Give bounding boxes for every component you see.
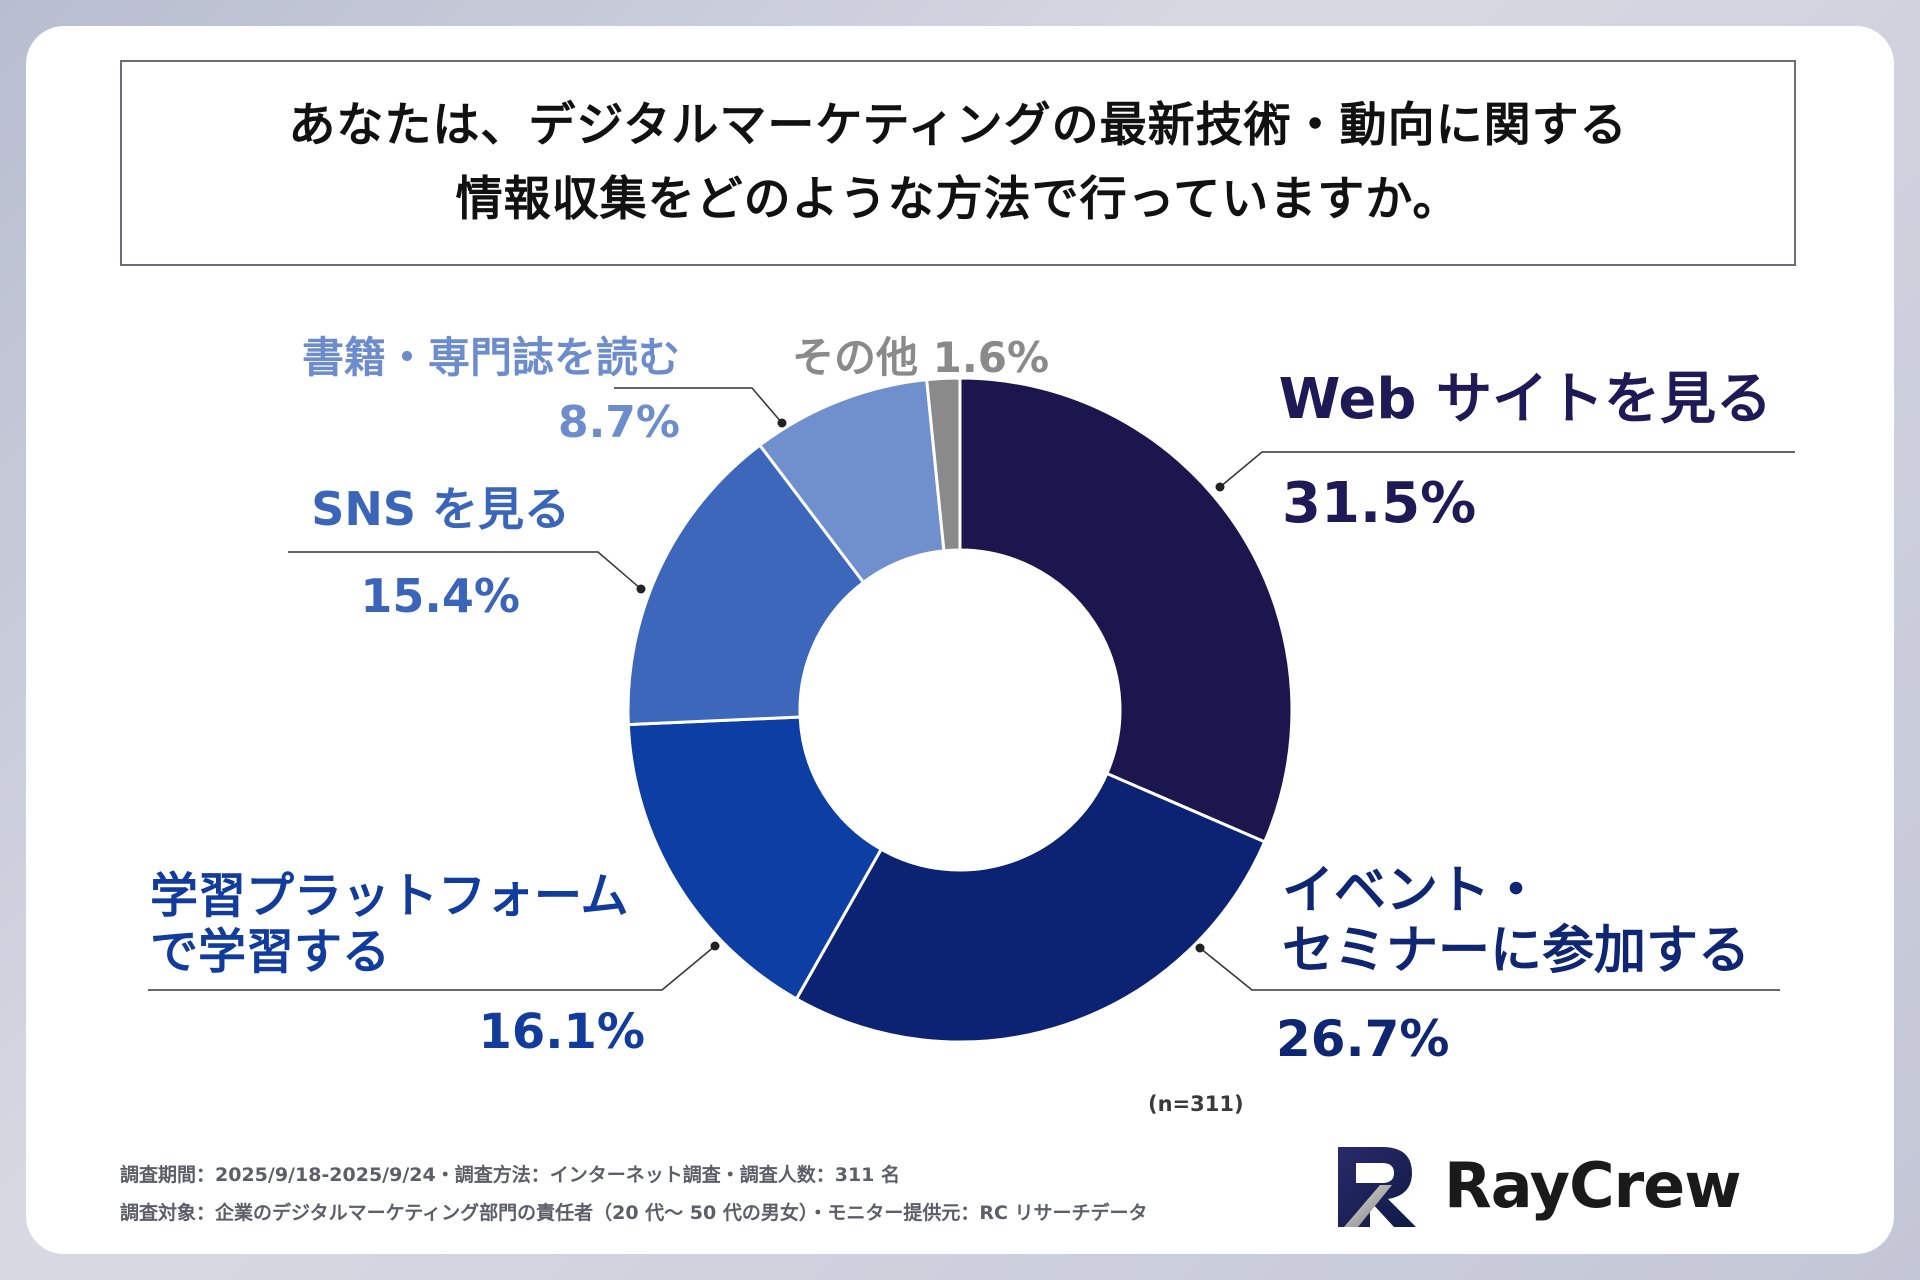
leader-dot-web bbox=[1215, 482, 1225, 492]
slice-2 bbox=[626, 715, 884, 1001]
label-web-value: 31.5% bbox=[1282, 471, 1476, 536]
leader-sns bbox=[288, 551, 642, 590]
label-book-name: 書籍・専門誌を読む bbox=[302, 333, 680, 382]
label-sns-value: 15.4% bbox=[360, 569, 520, 623]
title-box: あなたは、デジタルマーケティングの最新技術・動向に関する 情報収集をどのような方… bbox=[120, 60, 1796, 266]
label-other: その他 1.6% bbox=[792, 333, 1049, 382]
leader-learn bbox=[148, 945, 716, 991]
label-book-value: 8.7% bbox=[558, 397, 680, 448]
footnote-period: 調査期間：2025/9/18-2025/9/24・調査方法：インターネット調査・… bbox=[120, 1164, 901, 1186]
raycrew-logo-text: RayCrew bbox=[1444, 1148, 1741, 1222]
label-event-name-1: イベント・ bbox=[1282, 861, 1542, 921]
donut-slices bbox=[626, 376, 1294, 1044]
label-sns-name: SNS を見る bbox=[311, 482, 570, 536]
label-event-name-2: セミナーに参加する bbox=[1282, 921, 1750, 981]
slice-5 bbox=[925, 376, 962, 553]
card bbox=[26, 26, 1894, 1254]
leader-dots bbox=[636, 418, 1225, 953]
raycrew-logo: RayCrew bbox=[1330, 1135, 1810, 1235]
raycrew-logo-mark bbox=[1338, 1147, 1416, 1227]
leader-lines bbox=[148, 387, 1795, 991]
footnote-target: 調査対象：企業のデジタルマーケティング部門の責任者（20 代〜 50 代の男女）… bbox=[120, 1202, 1148, 1224]
leader-event bbox=[1199, 947, 1780, 991]
slice-1 bbox=[794, 771, 1267, 1044]
leader-book bbox=[614, 387, 783, 424]
slice-3 bbox=[626, 443, 866, 727]
label-learn-value: 16.1% bbox=[478, 1004, 645, 1060]
leader-dot-learn bbox=[710, 941, 720, 951]
leader-dot-sns bbox=[636, 584, 646, 594]
title-line-2: 情報収集をどのような方法で行っていますか。 bbox=[455, 172, 1461, 227]
label-web-name: Web サイトを見る bbox=[1279, 367, 1772, 432]
slice-0 bbox=[958, 376, 1294, 844]
label-learn-name-2: で学習する bbox=[150, 924, 390, 980]
leader-dot-event bbox=[1195, 943, 1205, 953]
label-learn-name-1: 学習プラットフォーム bbox=[150, 868, 629, 924]
leader-web bbox=[1219, 451, 1795, 488]
leader-dot-book bbox=[777, 418, 787, 428]
title-line-1: あなたは、デジタルマーケティングの最新技術・動向に関する bbox=[288, 98, 1628, 153]
label-event-value: 26.7% bbox=[1276, 1010, 1449, 1068]
sample-size: (n=311) bbox=[1148, 1092, 1244, 1116]
